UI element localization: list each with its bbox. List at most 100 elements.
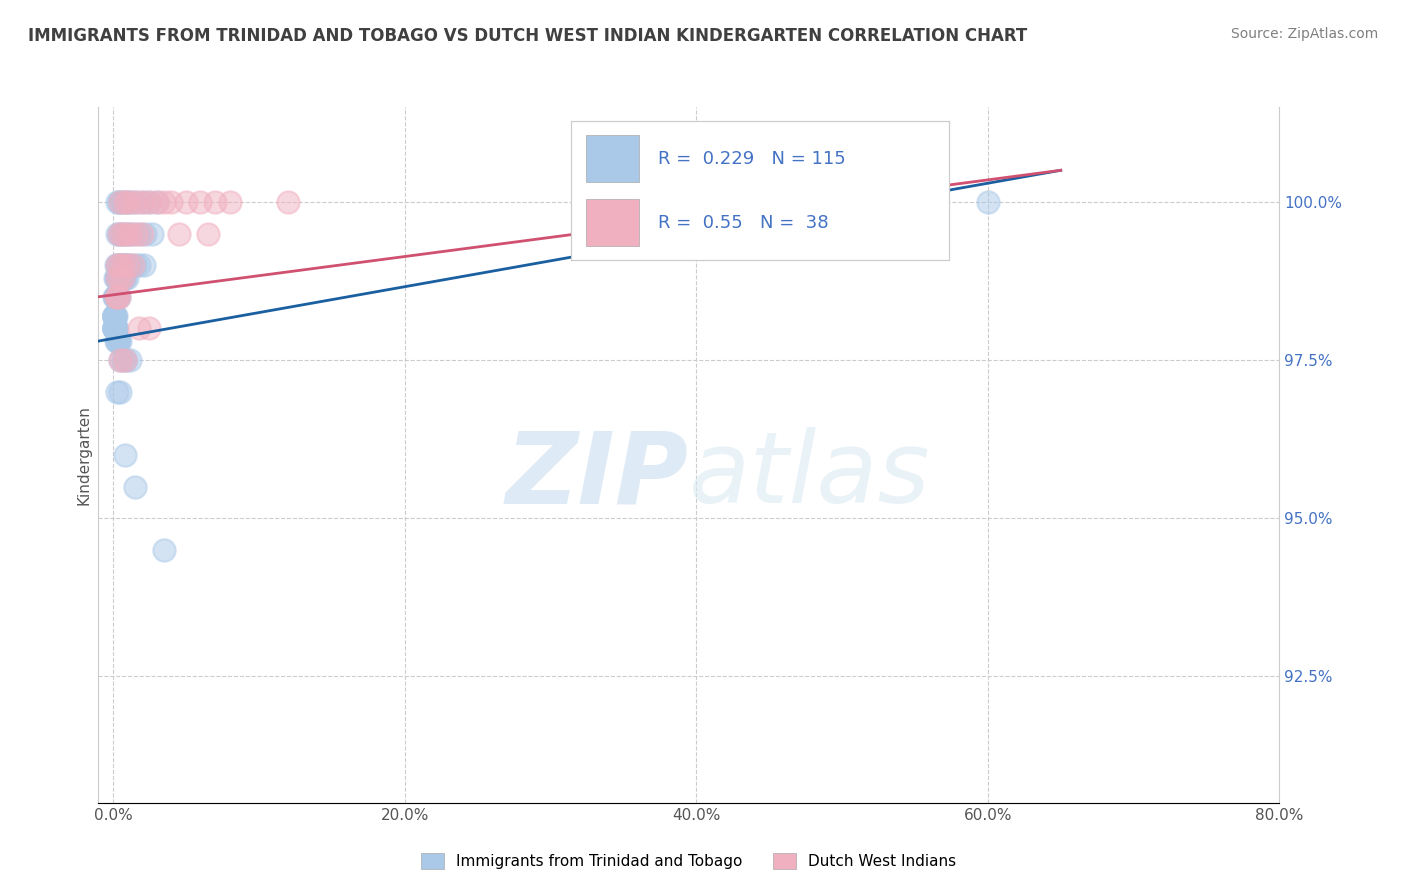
Point: [103, 321, 125, 335]
Point: [104, 309, 127, 323]
Point: [118, 227, 141, 241]
Point: [107, 270, 129, 285]
Point: [104, 321, 127, 335]
Point: [105, 290, 128, 304]
Point: [103, 309, 125, 323]
Point: [124, 194, 146, 209]
Point: [105, 258, 128, 272]
Point: [108, 227, 131, 241]
Point: [103, 321, 125, 335]
Point: [104, 321, 127, 335]
Point: [111, 194, 134, 209]
Point: [105, 334, 128, 348]
Point: [104, 321, 127, 335]
Point: [117, 258, 139, 272]
Point: [104, 321, 127, 335]
Point: [197, 227, 219, 241]
Point: [104, 290, 127, 304]
Point: [114, 194, 136, 209]
Point: [120, 194, 142, 209]
Point: [105, 290, 128, 304]
Text: Source: ZipAtlas.com: Source: ZipAtlas.com: [1230, 27, 1378, 41]
Point: [115, 258, 138, 272]
Point: [128, 227, 150, 241]
Point: [105, 270, 128, 285]
Point: [125, 227, 148, 241]
Point: [104, 321, 127, 335]
Point: [104, 258, 127, 272]
Point: [110, 353, 132, 368]
Point: [108, 270, 131, 285]
Legend: Immigrants from Trinidad and Tobago, Dutch West Indians: Immigrants from Trinidad and Tobago, Dut…: [415, 847, 963, 875]
Point: [111, 270, 134, 285]
Point: [114, 194, 136, 209]
Point: [104, 309, 127, 323]
Point: [103, 321, 125, 335]
Point: [108, 194, 131, 209]
Point: [131, 194, 153, 209]
Point: [103, 321, 125, 335]
Point: [132, 258, 155, 272]
Point: [103, 321, 125, 335]
Point: [104, 321, 127, 335]
Point: [105, 384, 128, 399]
Point: [204, 194, 226, 209]
Point: [105, 334, 128, 348]
Point: [112, 353, 135, 368]
Point: [104, 290, 127, 304]
Point: [117, 194, 139, 209]
Point: [145, 194, 167, 209]
Point: [105, 227, 128, 241]
Point: [120, 353, 142, 368]
Point: [110, 384, 132, 399]
Point: [110, 194, 132, 209]
Point: [105, 270, 128, 285]
Point: [104, 309, 127, 323]
Point: [108, 227, 131, 241]
Point: [104, 270, 127, 285]
Point: [108, 290, 131, 304]
Point: [112, 270, 135, 285]
Point: [128, 258, 150, 272]
Text: atlas: atlas: [689, 427, 931, 524]
Point: [110, 353, 132, 368]
Point: [103, 321, 125, 335]
Point: [103, 309, 125, 323]
Point: [124, 479, 146, 493]
Point: [108, 258, 131, 272]
Point: [111, 227, 134, 241]
Point: [124, 194, 146, 209]
Point: [115, 270, 138, 285]
Point: [108, 270, 131, 285]
Point: [112, 270, 135, 285]
Point: [145, 194, 167, 209]
Point: [110, 270, 132, 285]
Point: [120, 227, 142, 241]
Point: [153, 194, 176, 209]
Point: [138, 194, 160, 209]
Point: [104, 290, 127, 304]
Point: [115, 353, 138, 368]
Point: [167, 227, 190, 241]
Point: [103, 290, 125, 304]
Point: [114, 448, 136, 462]
Point: [134, 227, 156, 241]
Point: [104, 309, 127, 323]
Point: [108, 290, 131, 304]
Point: [104, 321, 127, 335]
Point: [128, 321, 150, 335]
Y-axis label: Kindergarten: Kindergarten: [76, 405, 91, 505]
Point: [112, 258, 135, 272]
Point: [105, 290, 128, 304]
Point: [114, 270, 136, 285]
Point: [105, 290, 128, 304]
Point: [104, 290, 127, 304]
Point: [107, 290, 129, 304]
Point: [131, 194, 153, 209]
Point: [114, 353, 136, 368]
Point: [277, 194, 299, 209]
Point: [218, 194, 240, 209]
Point: [153, 542, 176, 557]
Point: [107, 334, 129, 348]
Point: [105, 194, 128, 209]
